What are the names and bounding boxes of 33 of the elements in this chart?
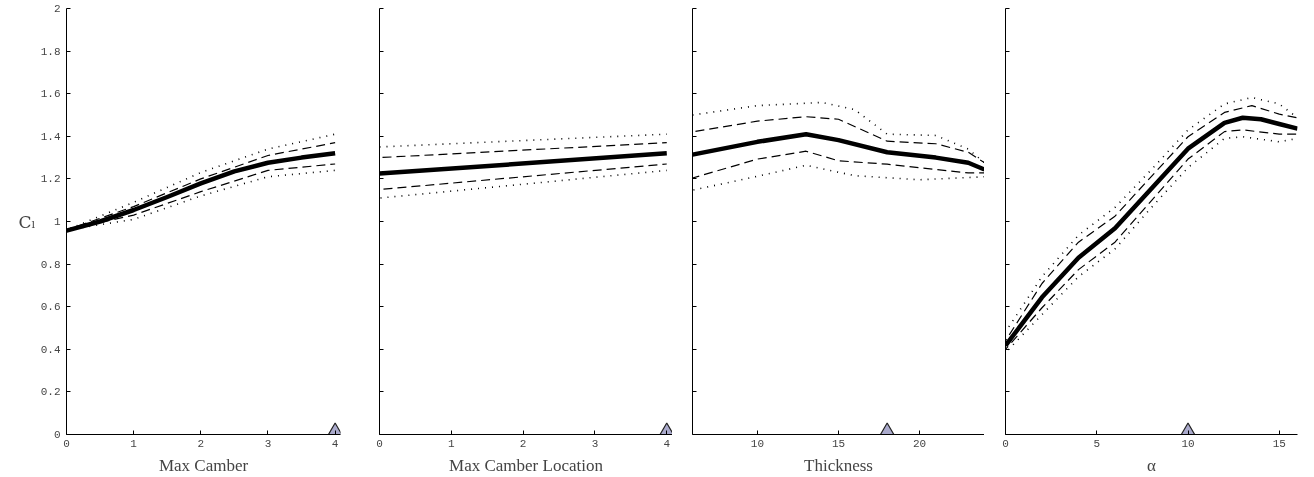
x-tick-label: 10 xyxy=(750,437,764,450)
x-tick-label: 3 xyxy=(591,437,599,450)
x-tick-label: 0 xyxy=(376,437,383,450)
x-tick-label: 2 xyxy=(519,437,527,450)
x-tick-label: 5 xyxy=(1093,437,1101,450)
y-tick-label: 1.8 xyxy=(40,45,61,58)
y-tick-label: 1.6 xyxy=(40,88,61,101)
y-tick-label: 2 xyxy=(53,3,61,15)
y-tick-label: 0 xyxy=(53,429,61,441)
x-axis-title: Max Camber Location xyxy=(449,455,604,475)
x-tick-label: 3 xyxy=(264,437,272,450)
y-tick-label: 1.2 xyxy=(40,173,61,186)
x-tick-label: 0 xyxy=(1002,437,1009,450)
x-tick-label: 1 xyxy=(448,437,456,450)
x-axis-title: Max Camber xyxy=(158,455,249,475)
y-tick-label: 0.4 xyxy=(40,343,61,356)
x-tick-label: 0 xyxy=(63,437,70,450)
x-tick-label: 15 xyxy=(1272,437,1286,450)
x-tick-label: 2 xyxy=(197,437,205,450)
y-tick-label: 0.2 xyxy=(40,386,61,399)
y-axis-title: Cₗ xyxy=(18,211,36,232)
x-axis-title: Thickness xyxy=(804,455,873,475)
x-tick-label: 4 xyxy=(663,437,671,450)
x-axis-title: α xyxy=(1147,455,1157,475)
y-tick-label: 1 xyxy=(53,216,61,228)
y-tick-label: 0.8 xyxy=(40,258,61,271)
x-tick-label: 4 xyxy=(331,437,339,450)
x-tick-label: 15 xyxy=(831,437,846,450)
x-tick-label: 10 xyxy=(1181,437,1195,450)
x-tick-label: 20 xyxy=(913,437,927,450)
y-tick-label: 0.6 xyxy=(40,301,61,314)
y-tick-label: 1.4 xyxy=(40,130,61,143)
x-tick-label: 1 xyxy=(130,437,138,450)
